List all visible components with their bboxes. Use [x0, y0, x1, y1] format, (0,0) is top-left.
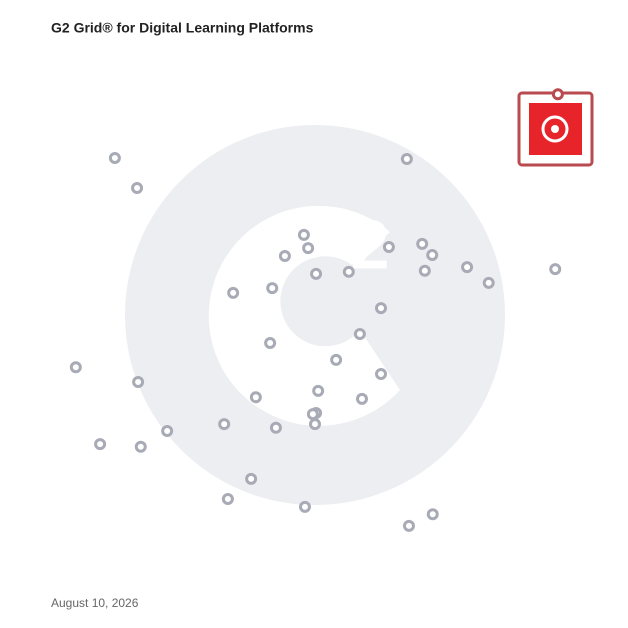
point [306, 408, 319, 421]
point [297, 228, 310, 241]
point [375, 302, 387, 315]
point [302, 242, 315, 255]
point [108, 151, 121, 164]
point [382, 241, 395, 254]
point [69, 361, 82, 374]
point [549, 263, 562, 276]
point [218, 418, 231, 431]
point [134, 440, 147, 453]
point [330, 353, 343, 366]
point [426, 508, 439, 521]
point [461, 261, 474, 274]
point [426, 248, 439, 261]
point [264, 336, 277, 349]
point [309, 418, 321, 431]
point [131, 182, 144, 195]
point [161, 424, 174, 437]
point [266, 282, 279, 295]
point [310, 267, 323, 280]
point [132, 375, 145, 388]
svg-text:2: 2 [351, 205, 390, 283]
point [269, 421, 282, 434]
point [249, 391, 262, 404]
point [400, 153, 413, 166]
highlight-frame [517, 91, 594, 167]
chart-title: G2 Grid® for Digital Learning Platforms [51, 20, 314, 36]
point [245, 472, 258, 485]
frame [50, 50, 580, 579]
point [402, 519, 415, 532]
point [416, 237, 429, 250]
point [312, 384, 325, 397]
point [227, 286, 240, 299]
point [221, 492, 234, 505]
point [298, 500, 311, 513]
point [482, 276, 495, 289]
point [342, 265, 355, 278]
point [278, 250, 291, 263]
point [418, 264, 431, 277]
point [375, 368, 387, 381]
point [94, 438, 107, 451]
point [355, 392, 368, 405]
point [551, 88, 564, 101]
date: August 10, 2026 [51, 596, 139, 610]
point [353, 327, 366, 340]
